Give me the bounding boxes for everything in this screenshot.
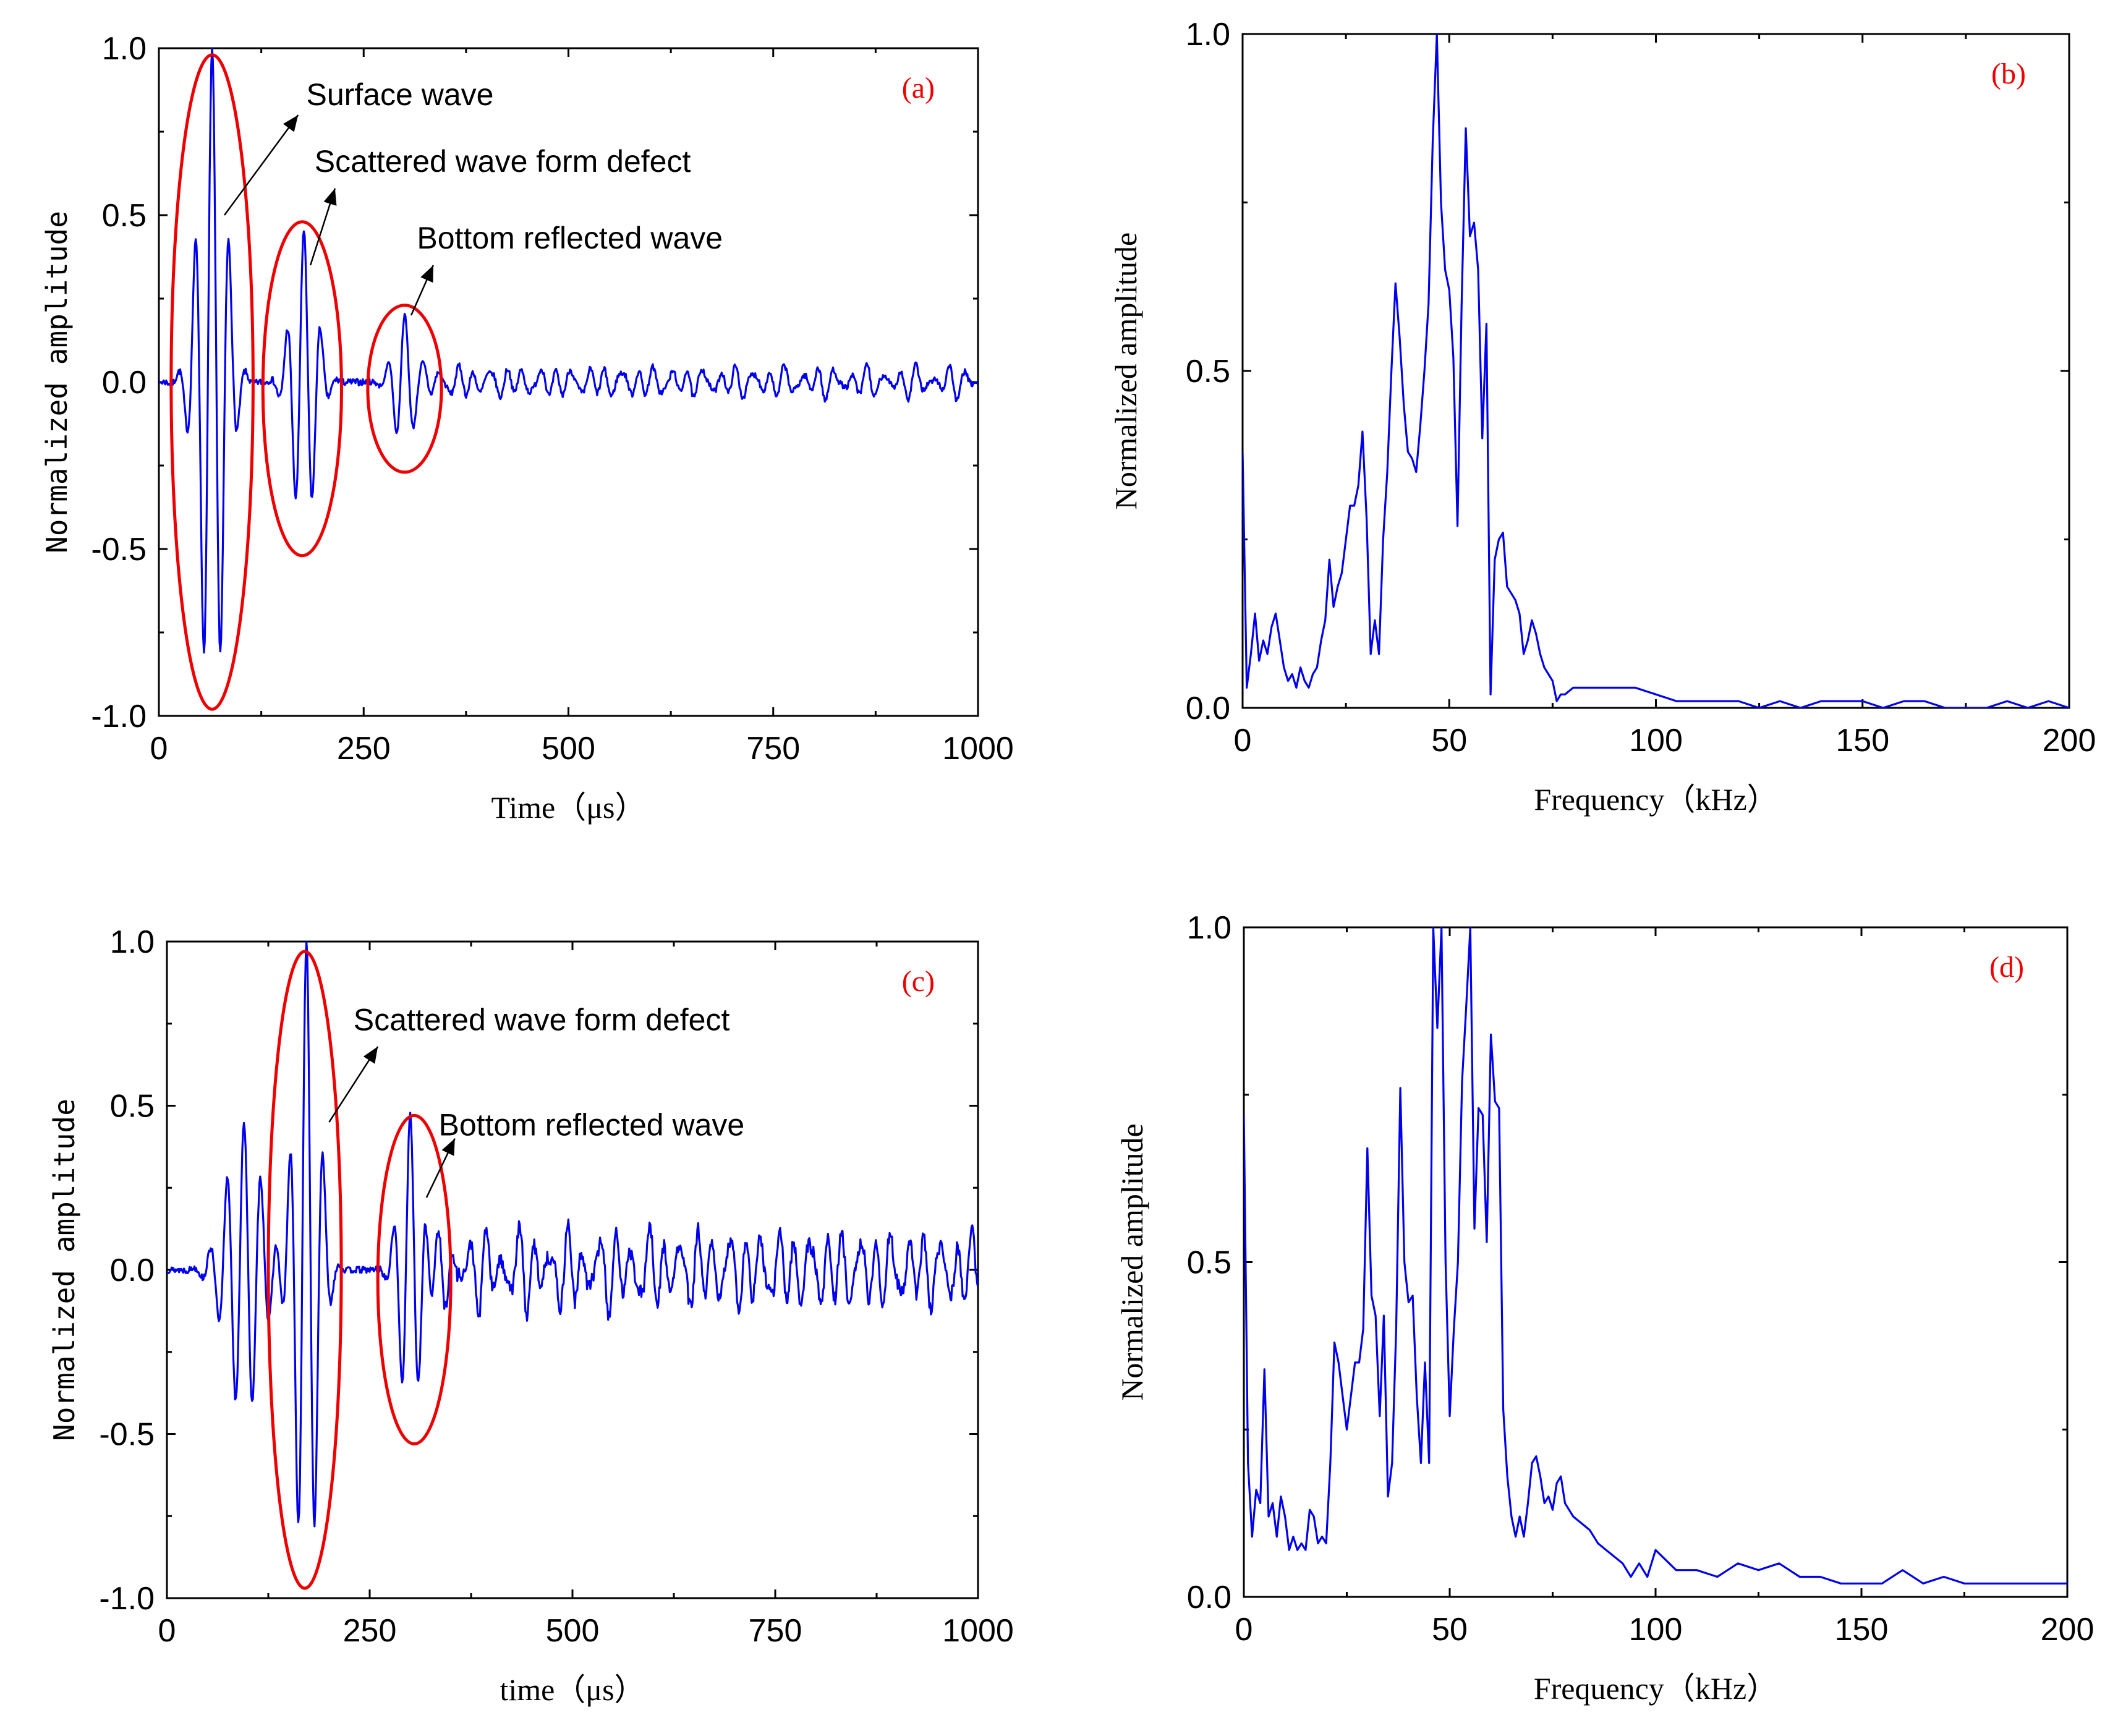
annotation-arrow-head — [283, 115, 299, 132]
panel-c: 0 250 500 750 1000 -1.0 -0.5 0.0 0.5 1.0 time（μs） N… — [48, 924, 1014, 1707]
x-axis-label: time（μs） — [500, 1672, 645, 1707]
annotation-arrow-line — [223, 114, 299, 216]
y-tick-label: 0.0 — [1186, 691, 1230, 726]
y-tick-label: 0.5 — [1186, 354, 1230, 389]
y-tick-label: 0.5 — [1187, 1245, 1231, 1281]
panel-tag: (b) — [1991, 57, 2026, 90]
panel-tag: (a) — [902, 72, 935, 104]
series-line — [159, 48, 978, 654]
y-axis-label: Normalized amplitude — [1115, 1123, 1149, 1400]
y-tick-label: 1.0 — [1187, 910, 1231, 946]
annotation-arrow-head — [363, 1046, 378, 1064]
annotation-label: Bottom reflected wave — [439, 1107, 745, 1142]
x-tick-label: 200 — [2041, 1612, 2095, 1648]
series-line — [1243, 34, 2069, 708]
x-tick-label: 150 — [1835, 1612, 1889, 1648]
x-axis-label: Time（μs） — [491, 790, 645, 825]
x-tick-label: 0 — [1234, 723, 1252, 759]
annotation-arrow-head — [441, 1138, 455, 1156]
x-tick-label: 1000 — [942, 1613, 1014, 1649]
y-tick-label: -0.5 — [91, 532, 147, 568]
y-tick-label: -1.0 — [99, 1581, 155, 1617]
annotation-label: Surface wave — [307, 77, 494, 112]
x-tick-label: 100 — [1629, 723, 1683, 759]
x-tick-label: 750 — [746, 731, 800, 767]
y-tick-label: 1.0 — [1186, 17, 1230, 53]
x-tick-label: 150 — [1835, 723, 1889, 759]
x-tick-label: 0 — [1235, 1612, 1253, 1648]
y-axis-label: Normalized amplitude — [40, 211, 74, 553]
x-tick-label: 500 — [542, 731, 595, 767]
x-tick-label: 0 — [150, 731, 168, 767]
x-tick-label: 50 — [1431, 723, 1467, 759]
series-line — [1244, 927, 2067, 1585]
x-tick-label: 1000 — [942, 731, 1014, 767]
highlight-ellipse — [266, 950, 343, 1590]
x-tick-label: 250 — [337, 731, 391, 767]
y-tick-label: 1.0 — [102, 31, 147, 67]
x-tick-label: 750 — [749, 1613, 802, 1649]
panel-d: 0 50 100 150 200 0.0 0.5 1.0 Frequency（kHz） Norma… — [1115, 910, 2094, 1706]
y-tick-label: -0.5 — [99, 1417, 155, 1453]
y-tick-label: 0.0 — [102, 365, 147, 401]
highlight-ellipse — [376, 1113, 453, 1445]
y-tick-label: -1.0 — [91, 699, 147, 734]
series-line — [167, 942, 978, 1528]
y-tick-label: 0.0 — [110, 1253, 155, 1288]
panel-tag: (d) — [1989, 951, 2024, 984]
highlight-ellipse — [261, 220, 343, 558]
y-tick-label: 0.5 — [102, 198, 147, 234]
y-tick-label: 0.5 — [110, 1089, 155, 1125]
panel-b: 0 50 100 150 200 0.0 0.5 1.0 Frequency（kHz） Norma… — [1108, 17, 2096, 817]
annotation-label: Bottom reflected wave — [417, 221, 723, 255]
y-tick-label: 0.0 — [1187, 1580, 1231, 1615]
y-axis-label: Normalized amplitude — [48, 1099, 81, 1441]
x-tick-label: 0 — [158, 1613, 176, 1649]
annotation-label: Scattered wave form defect — [315, 144, 691, 179]
annotation-arrow-head — [420, 265, 433, 283]
x-tick-label: 200 — [2043, 723, 2096, 759]
y-tick-label: 1.0 — [110, 924, 155, 960]
x-tick-label: 50 — [1432, 1612, 1468, 1648]
highlight-ellipse — [169, 53, 255, 711]
annotation-label: Scattered wave form defect — [354, 1002, 730, 1037]
highlight-ellipse — [366, 304, 443, 474]
x-tick-label: 250 — [343, 1613, 397, 1649]
x-axis-label: Frequency（kHz） — [1534, 782, 1777, 817]
panel-tag: (c) — [902, 965, 935, 998]
x-tick-label: 100 — [1629, 1612, 1683, 1648]
annotation-arrow-head — [323, 188, 337, 206]
y-axis-label: Normalized amplitude — [1108, 232, 1143, 509]
x-axis-label: Frequency（kHz） — [1534, 1671, 1777, 1706]
panel-a: 0 250 500 750 1000 -1.0 -0.5 0.0 0.5 1.0 Time（μs） N… — [40, 31, 1014, 825]
x-tick-label: 500 — [546, 1613, 600, 1649]
